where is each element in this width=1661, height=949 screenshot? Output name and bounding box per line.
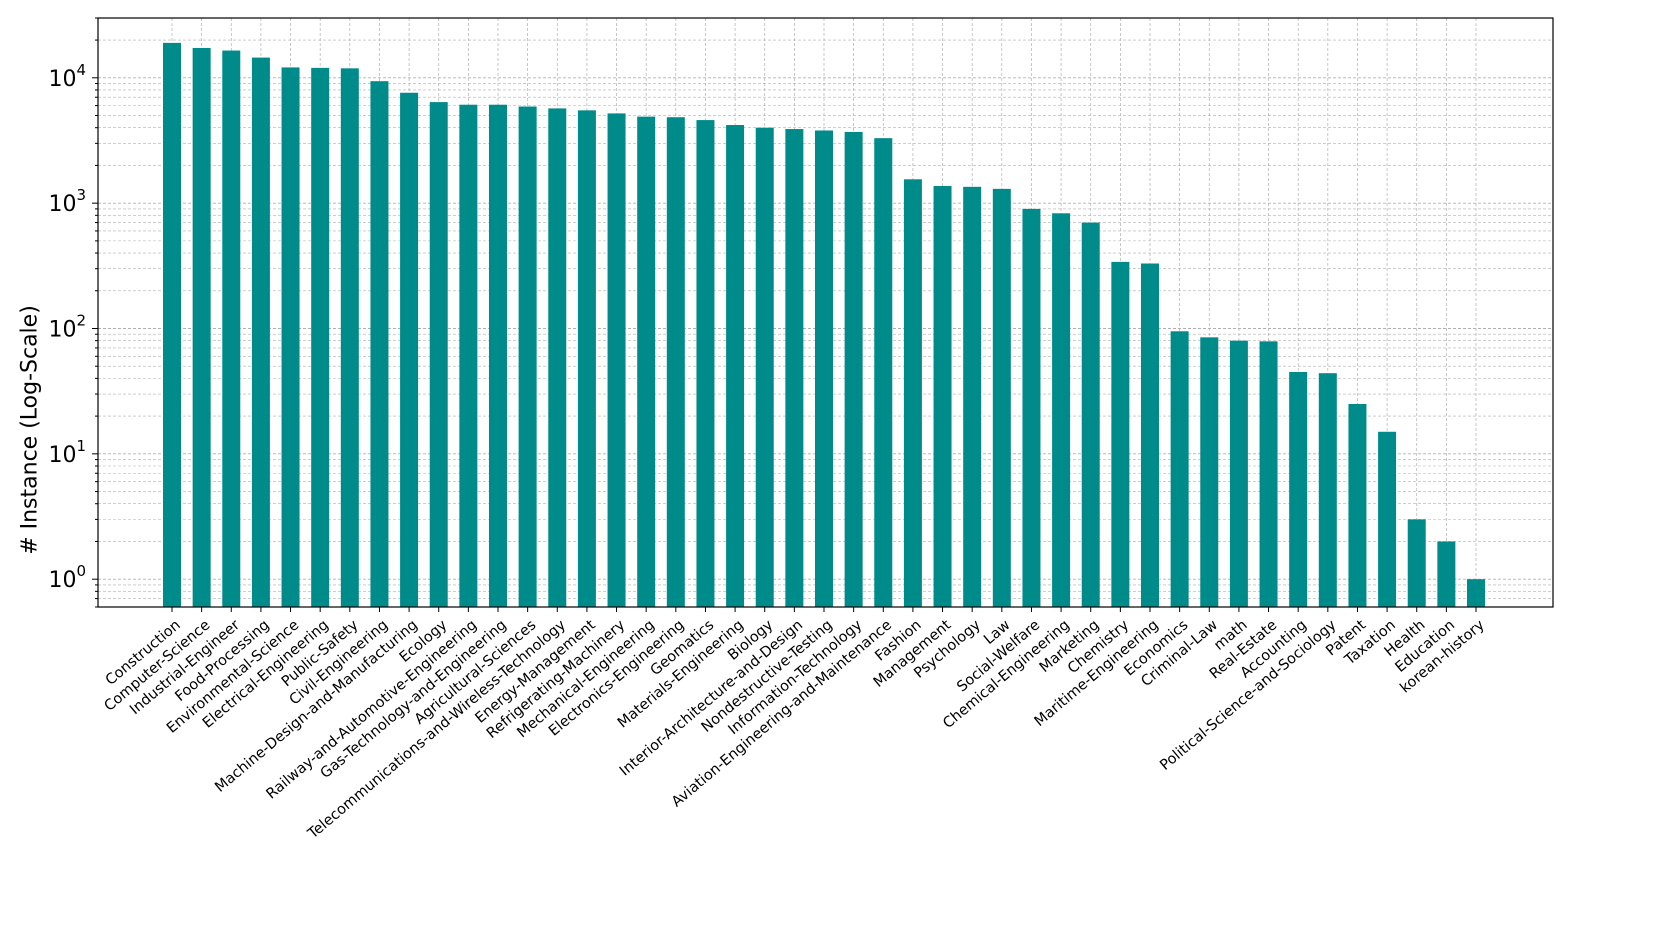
y-tick-labels: 100 101 102 103 104 [48,61,86,593]
bar-food-processing [251,57,270,607]
plot-frame [97,17,1554,608]
bars [163,42,1485,608]
bar-public-safety [340,68,359,607]
bar-economics [1170,331,1189,607]
bar-industrial-engineer [222,50,241,607]
bar-mechanical-engineering [637,116,656,607]
bar-fashion [903,179,922,607]
bar-korean-history [1467,579,1485,607]
bar-criminal-law [1200,337,1219,607]
bar-chemical-engineering [1052,213,1071,607]
bar-chemistry [1111,261,1130,607]
bar-construction [163,42,181,607]
bar-political-science-and-sociology [1318,373,1337,607]
y-tick-label: 103 [48,186,86,217]
bar-computer-science [192,47,211,607]
bar-health [1407,519,1426,607]
bar-law [992,188,1011,607]
bar-environmental-science [281,67,300,608]
bar-interior-architecture-and-design [785,129,804,607]
bar-biology [755,127,774,607]
bar-taxation [1378,431,1397,607]
bar-telecommunications-and-wireless-technology [548,108,567,608]
bar-electronics-engineering [666,117,685,607]
bar-gas-technology-and-engineering [489,104,507,607]
bar-patent [1348,403,1367,607]
bar-materials-engineering [726,125,745,607]
y-tick-label: 101 [48,437,86,468]
bar-accounting [1289,371,1308,607]
bar-geomatics [696,120,715,607]
bar-civil-engineering [370,81,389,607]
y-tick-label: 100 [48,562,86,593]
bar-management [933,186,952,607]
bar-aviation-engineering-and-maintenance [874,138,893,607]
bar-math [1229,340,1248,607]
bar-social-welfare [1022,208,1041,607]
y-tick-label: 102 [48,311,86,342]
bar-machine-design-and-manufacturing [400,92,419,608]
x-tick-labels: ConstructionComputer-ScienceIndustrial-E… [102,617,1489,843]
bar-maritime-engineering [1141,263,1159,607]
axis-ticks [92,17,1477,612]
bar-real-estate [1259,341,1278,607]
bar-psychology [963,186,982,608]
bar-ecology [429,102,448,607]
bar-electrical-engineering [311,67,330,607]
bar-marketing [1081,222,1100,607]
bar-energy-management [577,110,596,608]
bar-nondestructive-testing [815,130,833,607]
bar-education [1437,541,1456,607]
y-tick-label: 104 [48,61,86,92]
bar-information-technology [844,131,863,607]
bar-railway-and-automotive-engineering [459,104,478,607]
bar-refrigerating-machinery [607,113,626,607]
bar-agricultural-sciences [518,106,537,608]
